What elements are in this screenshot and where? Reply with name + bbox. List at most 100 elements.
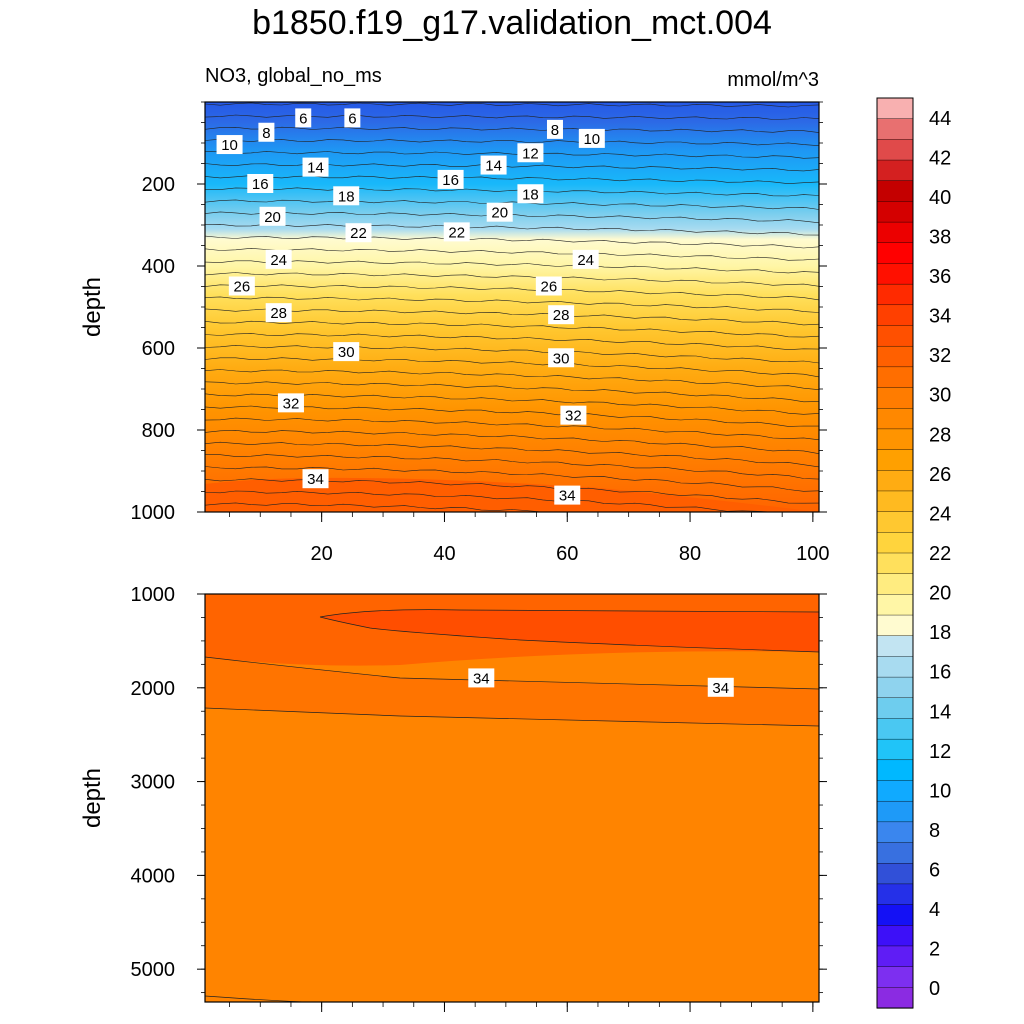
contour-label: 14 — [307, 160, 324, 177]
contour-label-bg — [443, 222, 470, 242]
contour-label-bg — [546, 119, 563, 139]
contour-label: 28 — [553, 307, 570, 324]
contour-label-bg — [554, 485, 581, 505]
top-axis-ticks: 200 400 600 800 1000 20 40 60 80 100 — [131, 101, 830, 565]
top-y-axis-title: depth — [79, 277, 106, 337]
contour-label: 16 — [442, 172, 459, 189]
contour-label: 26 — [540, 279, 557, 296]
contour-label-bg — [302, 157, 329, 177]
colorbar-label: 30 — [929, 385, 951, 407]
y-tick-label: 400 — [142, 256, 175, 278]
colorbar-swatch — [876, 428, 914, 451]
contour-line — [204, 429, 820, 454]
colorbar-label: 32 — [929, 345, 951, 367]
contour-line — [204, 490, 819, 513]
colorbar-swatch — [876, 139, 914, 161]
colorbar-swatch — [876, 325, 914, 347]
colorbar-swatch — [876, 738, 914, 761]
contour-label-bg — [578, 128, 605, 148]
contour-line — [204, 199, 820, 210]
colorbar-label: 24 — [929, 503, 951, 525]
contour-label-bg — [216, 135, 243, 155]
contour-line — [204, 272, 820, 287]
bottom-y-axis-title: depth — [79, 768, 106, 828]
contour-label: 34 — [559, 488, 576, 505]
colorbar-swatch — [876, 573, 914, 595]
colorbar-swatch — [876, 408, 914, 430]
contour-label-bg — [302, 469, 329, 489]
colorbar-swatch — [876, 159, 914, 182]
contour-label-bg — [707, 677, 734, 697]
colorbar-swatch — [876, 904, 914, 926]
y-tick-label: 3000 — [131, 772, 176, 794]
colorbar-label: 8 — [929, 820, 940, 842]
contour-label: 32 — [565, 408, 582, 425]
colorbar-swatch — [876, 614, 914, 637]
contour-line — [204, 381, 820, 403]
x-tick-label: 60 — [556, 543, 578, 565]
colorbar-label: 44 — [929, 108, 951, 130]
contour-line — [204, 151, 820, 159]
colorbar-label: 2 — [929, 939, 940, 961]
contour-label: 18 — [522, 186, 539, 203]
colorbar-swatch — [876, 800, 914, 823]
colorbar-label: 26 — [929, 464, 951, 486]
colorbar-swatch — [876, 470, 914, 492]
contour-label-bg — [535, 276, 562, 296]
contour-label: 20 — [491, 205, 508, 222]
contour-label-bg — [258, 122, 275, 142]
colorbar-label: 16 — [929, 662, 951, 684]
colorbar-swatch — [876, 387, 914, 409]
colorbar-swatch — [876, 821, 914, 844]
contour-label: 16 — [252, 176, 269, 193]
colorbar-swatch — [876, 283, 914, 306]
contour-label: 30 — [553, 350, 570, 367]
colorbar-swatch — [876, 490, 914, 513]
colorbar-swatch — [876, 552, 914, 575]
colorbar-label: 0 — [929, 978, 940, 1000]
colorbar-swatch — [876, 676, 914, 699]
contour-label-bg — [277, 393, 304, 413]
contour-line — [204, 138, 820, 146]
colorbar-label: 28 — [929, 424, 951, 446]
x-tick-label: 20 — [311, 543, 333, 565]
contour-line — [204, 247, 820, 261]
bottom-contour-lines — [204, 609, 820, 1003]
bottom-panel-frame — [204, 593, 820, 1003]
contour-label: 8 — [551, 122, 559, 139]
contour-label-bg — [486, 202, 513, 222]
contour-label: 22 — [448, 224, 465, 241]
colorbar-swatch — [876, 242, 914, 265]
contour-label: 6 — [348, 110, 356, 127]
contour-line — [204, 333, 820, 351]
contour-label: 10 — [221, 137, 238, 154]
contour-line — [319, 609, 820, 618]
colorbar-label: 40 — [929, 187, 951, 209]
contour-label-bg — [548, 348, 575, 368]
contour-label-bg — [548, 305, 575, 325]
contour-label-bg — [480, 155, 507, 175]
contour-line — [204, 466, 820, 492]
top-panel-variable-label: NO3, global_no_ms — [205, 65, 382, 87]
contour-label: 30 — [338, 344, 355, 361]
contour-label: 24 — [270, 252, 287, 269]
contour-line — [204, 284, 820, 301]
colorbar-swatch — [876, 987, 914, 1009]
bottom-contour-labels: 34 34 — [468, 668, 734, 697]
colorbar-swatch — [876, 635, 914, 658]
contour-line — [204, 393, 820, 415]
y-tick-label: 200 — [142, 174, 175, 196]
colorbar-swatch — [876, 780, 914, 802]
contour-line — [319, 616, 820, 653]
colorbar-swatch — [876, 925, 914, 947]
contour-line — [205, 454, 820, 480]
colorbar-swatch — [876, 863, 914, 885]
contour-label: 26 — [233, 279, 250, 296]
contour-line — [204, 707, 820, 727]
colorbar-label: 42 — [929, 147, 951, 169]
colorbar-label: 6 — [929, 860, 940, 882]
colorbar-swatch — [876, 883, 914, 906]
colorbar-swatch — [876, 366, 914, 389]
contour-label: 14 — [485, 158, 502, 175]
